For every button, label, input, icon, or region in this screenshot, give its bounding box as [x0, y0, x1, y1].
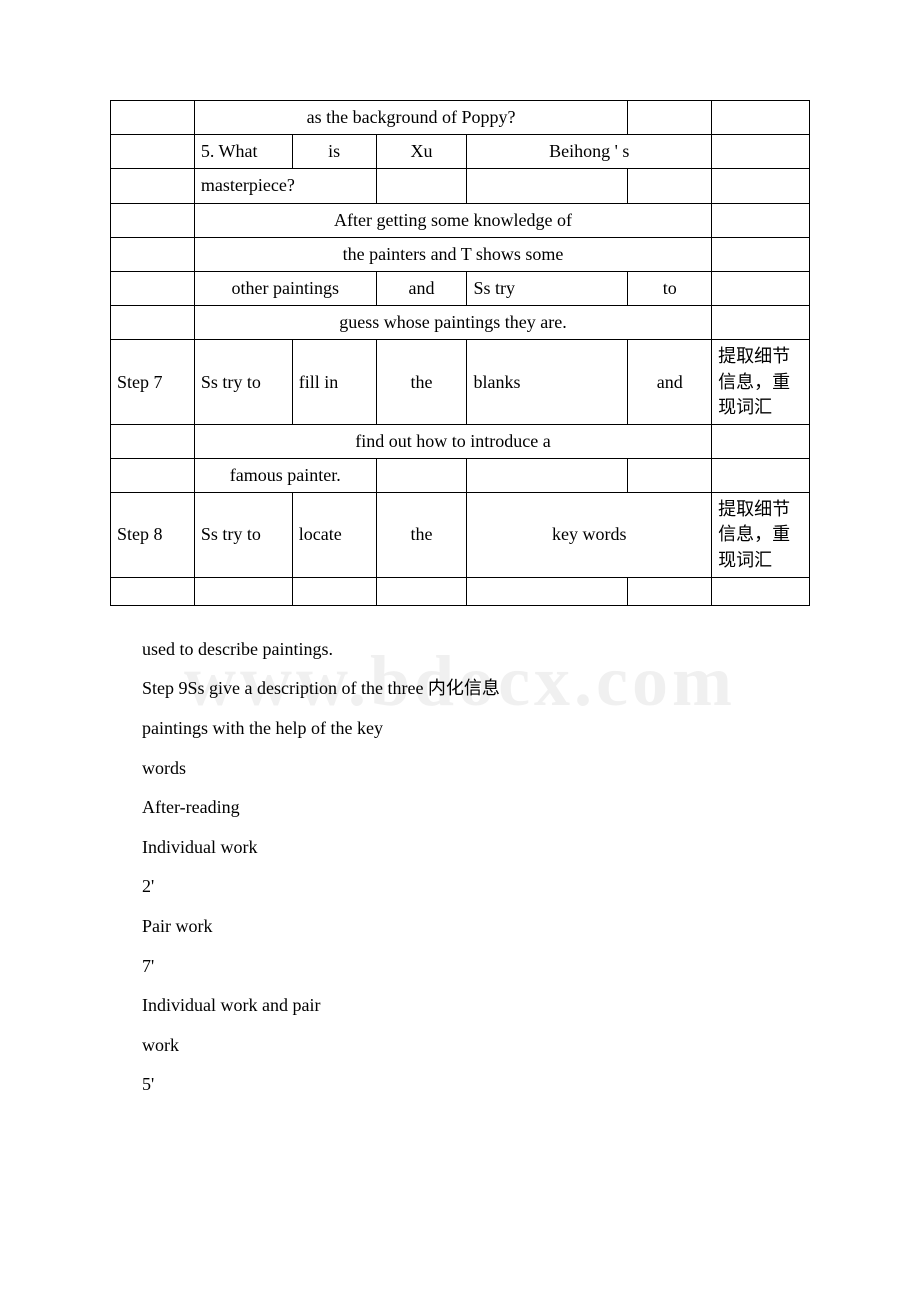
body-text: used to describe paintings. Step 9Ss giv…: [142, 630, 810, 1105]
cell-text: 5. What: [194, 135, 292, 169]
cell-text: Ss try to: [194, 493, 292, 578]
cell-text: Beihong ' s: [467, 135, 712, 169]
cell-text: Step 8: [111, 493, 195, 578]
lesson-table: as the background of Poppy? 5. What is X…: [110, 100, 810, 606]
table-row: as the background of Poppy?: [111, 101, 810, 135]
text-line: After-reading: [142, 788, 810, 828]
table-row: masterpiece?: [111, 169, 810, 203]
cell-text: as the background of Poppy?: [194, 101, 627, 135]
cell-text: and: [628, 340, 712, 425]
table-row: other paintings and Ss try to: [111, 271, 810, 305]
cell-text: 提取细节信息，重现词汇: [712, 340, 810, 425]
cell-text: and: [376, 271, 467, 305]
table-row: After getting some knowledge of: [111, 203, 810, 237]
cell-text: fill in: [292, 340, 376, 425]
text-line: Individual work and pair: [142, 986, 810, 1026]
text-line: words: [142, 749, 810, 789]
table-row: famous painter.: [111, 459, 810, 493]
cell-text: key words: [467, 493, 712, 578]
cell-text: locate: [292, 493, 376, 578]
cell-text: find out how to introduce a: [194, 424, 711, 458]
cell-text: masterpiece?: [194, 169, 376, 203]
text-line: 7': [142, 947, 810, 987]
table-row: [111, 577, 810, 605]
text-line: paintings with the help of the key: [142, 709, 810, 749]
table-row: Step 8 Ss try to locate the key words 提取…: [111, 493, 810, 578]
text-line: 2': [142, 867, 810, 907]
cell-text: Ss try to: [194, 340, 292, 425]
cell-text: to: [628, 271, 712, 305]
text-line: used to describe paintings.: [142, 630, 810, 670]
cell-text: the: [376, 493, 467, 578]
cell-text: the painters and T shows some: [194, 237, 711, 271]
cell-text: After getting some knowledge of: [194, 203, 711, 237]
table-row: 5. What is Xu Beihong ' s: [111, 135, 810, 169]
table-row: Step 7 Ss try to fill in the blanks and …: [111, 340, 810, 425]
text-line: Individual work: [142, 828, 810, 868]
cell-text: is: [292, 135, 376, 169]
text-line: Pair work: [142, 907, 810, 947]
table-row: find out how to introduce a: [111, 424, 810, 458]
cell-text: guess whose paintings they are.: [194, 306, 711, 340]
text-line: 5': [142, 1065, 810, 1105]
cell-text: famous painter.: [194, 459, 376, 493]
table-row: the painters and T shows some: [111, 237, 810, 271]
cell-text: the: [376, 340, 467, 425]
cell-text: 提取细节信息，重现词汇: [712, 493, 810, 578]
cell-text: Step 7: [111, 340, 195, 425]
text-line: Step 9Ss give a description of the three…: [142, 669, 810, 709]
cell-text: Xu: [376, 135, 467, 169]
cell-text: blanks: [467, 340, 628, 425]
table-row: guess whose paintings they are.: [111, 306, 810, 340]
cell-text: other paintings: [194, 271, 376, 305]
text-line: work: [142, 1026, 810, 1066]
cell-text: Ss try: [467, 271, 628, 305]
